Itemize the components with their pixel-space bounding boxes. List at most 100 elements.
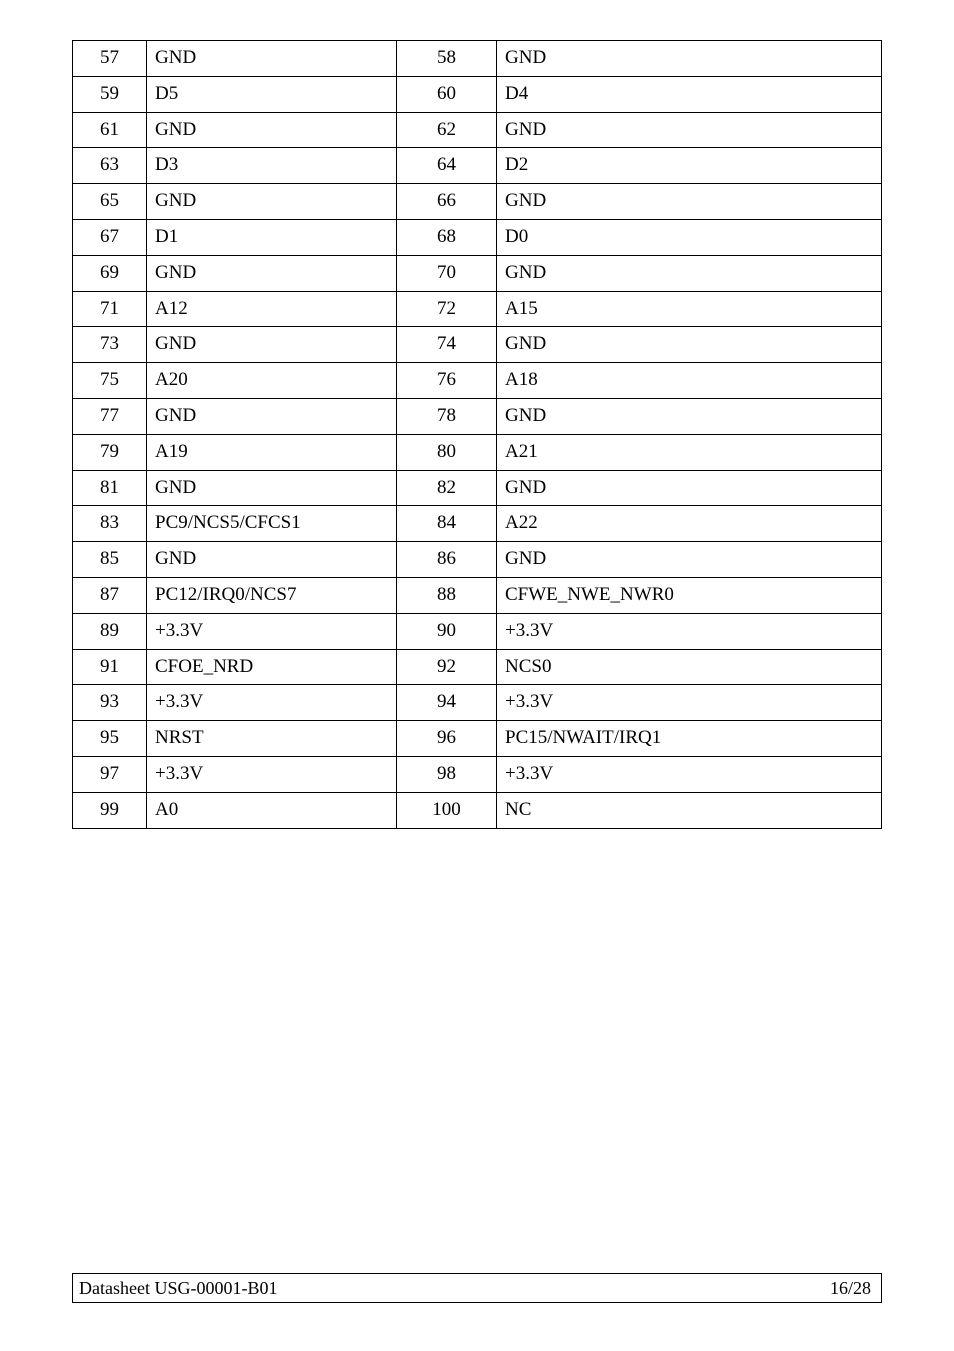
pin-a: 87 bbox=[73, 577, 147, 613]
pin-a: 99 bbox=[73, 792, 147, 828]
sig-a: D3 bbox=[147, 148, 397, 184]
table-row: 65 GND 66 GND bbox=[73, 184, 882, 220]
sig-b: GND bbox=[497, 542, 882, 578]
pin-b: 58 bbox=[397, 41, 497, 77]
sig-b: PC15/NWAIT/IRQ1 bbox=[497, 721, 882, 757]
sig-a: +3.3V bbox=[147, 685, 397, 721]
pin-b: 98 bbox=[397, 756, 497, 792]
table-row: 89 +3.3V 90 +3.3V bbox=[73, 613, 882, 649]
sig-a: GND bbox=[147, 112, 397, 148]
sig-b: GND bbox=[497, 470, 882, 506]
pin-b: 74 bbox=[397, 327, 497, 363]
sig-b: GND bbox=[497, 184, 882, 220]
table-row: 97 +3.3V 98 +3.3V bbox=[73, 756, 882, 792]
pin-a: 89 bbox=[73, 613, 147, 649]
sig-a: D1 bbox=[147, 219, 397, 255]
pin-a: 93 bbox=[73, 685, 147, 721]
sig-b: GND bbox=[497, 255, 882, 291]
table-row: 79 A19 80 A21 bbox=[73, 434, 882, 470]
sig-b: GND bbox=[497, 112, 882, 148]
table-row: 59 D5 60 D4 bbox=[73, 76, 882, 112]
pin-a: 73 bbox=[73, 327, 147, 363]
pin-b: 94 bbox=[397, 685, 497, 721]
pin-a: 69 bbox=[73, 255, 147, 291]
sig-a: GND bbox=[147, 398, 397, 434]
pin-b: 76 bbox=[397, 363, 497, 399]
pin-a: 85 bbox=[73, 542, 147, 578]
sig-a: A12 bbox=[147, 291, 397, 327]
sig-a: GND bbox=[147, 255, 397, 291]
pin-b: 72 bbox=[397, 291, 497, 327]
sig-b: GND bbox=[497, 41, 882, 77]
pin-b: 88 bbox=[397, 577, 497, 613]
table-row: 77 GND 78 GND bbox=[73, 398, 882, 434]
sig-b: +3.3V bbox=[497, 685, 882, 721]
pinout-table: 57 GND 58 GND 59 D5 60 D4 61 GND 62 GND … bbox=[72, 40, 882, 829]
sig-b: D0 bbox=[497, 219, 882, 255]
sig-a: A19 bbox=[147, 434, 397, 470]
sig-b: A22 bbox=[497, 506, 882, 542]
sig-a: D5 bbox=[147, 76, 397, 112]
sig-a: A0 bbox=[147, 792, 397, 828]
pin-b: 78 bbox=[397, 398, 497, 434]
table-row: 81 GND 82 GND bbox=[73, 470, 882, 506]
pin-b: 66 bbox=[397, 184, 497, 220]
sig-b: A18 bbox=[497, 363, 882, 399]
pin-b: 62 bbox=[397, 112, 497, 148]
pin-a: 75 bbox=[73, 363, 147, 399]
pin-a: 61 bbox=[73, 112, 147, 148]
table-row: 93 +3.3V 94 +3.3V bbox=[73, 685, 882, 721]
table-row: 73 GND 74 GND bbox=[73, 327, 882, 363]
table-row: 71 A12 72 A15 bbox=[73, 291, 882, 327]
sig-a: A20 bbox=[147, 363, 397, 399]
pin-b: 80 bbox=[397, 434, 497, 470]
sig-b: A15 bbox=[497, 291, 882, 327]
pin-b: 68 bbox=[397, 219, 497, 255]
pin-a: 95 bbox=[73, 721, 147, 757]
sig-a: GND bbox=[147, 41, 397, 77]
pin-a: 63 bbox=[73, 148, 147, 184]
pin-a: 59 bbox=[73, 76, 147, 112]
pin-a: 67 bbox=[73, 219, 147, 255]
pin-b: 64 bbox=[397, 148, 497, 184]
table-row: 75 A20 76 A18 bbox=[73, 363, 882, 399]
sig-b: NCS0 bbox=[497, 649, 882, 685]
sig-b: GND bbox=[497, 327, 882, 363]
pin-a: 97 bbox=[73, 756, 147, 792]
pin-a: 83 bbox=[73, 506, 147, 542]
table-row: 91 CFOE_NRD 92 NCS0 bbox=[73, 649, 882, 685]
table-row: 69 GND 70 GND bbox=[73, 255, 882, 291]
sig-a: CFOE_NRD bbox=[147, 649, 397, 685]
footer-title: Datasheet USG-00001-B01 bbox=[79, 1278, 277, 1299]
pin-b: 90 bbox=[397, 613, 497, 649]
pin-b: 92 bbox=[397, 649, 497, 685]
pin-a: 91 bbox=[73, 649, 147, 685]
page: 57 GND 58 GND 59 D5 60 D4 61 GND 62 GND … bbox=[0, 0, 954, 1351]
pin-b: 70 bbox=[397, 255, 497, 291]
sig-b: D4 bbox=[497, 76, 882, 112]
pin-a: 79 bbox=[73, 434, 147, 470]
pin-b: 60 bbox=[397, 76, 497, 112]
pin-b: 96 bbox=[397, 721, 497, 757]
sig-b: CFWE_NWE_NWR0 bbox=[497, 577, 882, 613]
sig-a: GND bbox=[147, 470, 397, 506]
table-row: 83 PC9/NCS5/CFCS1 84 A22 bbox=[73, 506, 882, 542]
pin-a: 57 bbox=[73, 41, 147, 77]
table-row: 67 D1 68 D0 bbox=[73, 219, 882, 255]
pin-a: 77 bbox=[73, 398, 147, 434]
sig-b: GND bbox=[497, 398, 882, 434]
sig-a: NRST bbox=[147, 721, 397, 757]
pin-a: 81 bbox=[73, 470, 147, 506]
pin-b: 86 bbox=[397, 542, 497, 578]
sig-a: GND bbox=[147, 542, 397, 578]
sig-b: A21 bbox=[497, 434, 882, 470]
pin-b: 100 bbox=[397, 792, 497, 828]
footer-page-number: 16/28 bbox=[830, 1278, 871, 1299]
sig-b: NC bbox=[497, 792, 882, 828]
sig-a: PC9/NCS5/CFCS1 bbox=[147, 506, 397, 542]
sig-a: PC12/IRQ0/NCS7 bbox=[147, 577, 397, 613]
sig-b: D2 bbox=[497, 148, 882, 184]
pin-b: 84 bbox=[397, 506, 497, 542]
table-row: 95 NRST 96 PC15/NWAIT/IRQ1 bbox=[73, 721, 882, 757]
sig-a: GND bbox=[147, 327, 397, 363]
